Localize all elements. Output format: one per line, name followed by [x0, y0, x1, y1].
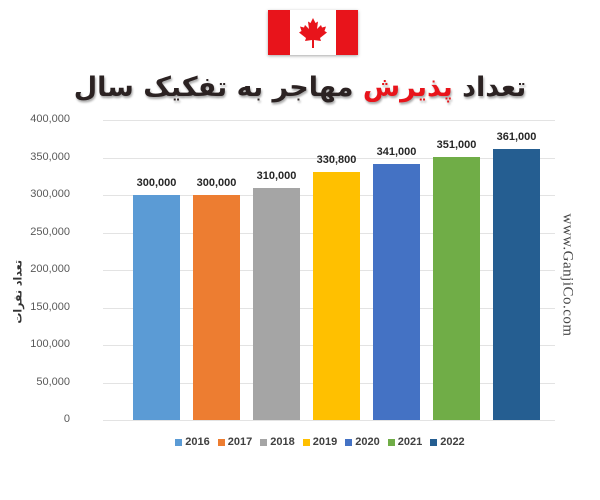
canada-flag: [268, 10, 358, 55]
bar-2021: [433, 156, 480, 420]
title-highlight: پذیرش: [362, 72, 453, 103]
legend-swatch: [345, 438, 353, 446]
legend-item-2022: 2022: [430, 436, 465, 448]
chart-legend: 2016 2017 2018 2019 2020 2021 2022: [0, 436, 600, 448]
y-axis-label: تعداد نفرات: [11, 260, 25, 324]
chart-title: تعداد پذیرش مهاجر به تفکیک سال: [0, 72, 600, 103]
flag-right-band: [336, 10, 358, 55]
flag-left-band: [268, 10, 290, 55]
legend-label: 2016: [185, 436, 210, 448]
bar-2016: [133, 195, 180, 420]
bar-2022: [493, 149, 540, 420]
bar-value-label: 330,800: [316, 153, 357, 166]
bar-2017: [193, 195, 240, 420]
flag-center: [290, 10, 336, 55]
bar-value-label: 351,000: [436, 138, 477, 151]
title-text-1: تعداد: [452, 72, 527, 103]
legend-item-2016: 2016: [175, 436, 210, 448]
legend-label: 2017: [227, 436, 253, 448]
bar-value-label: 341,000: [376, 146, 417, 159]
legend-label: 2019: [312, 436, 338, 448]
y-tick-label: 300,000: [30, 188, 70, 200]
bar-value-label: 300,000: [196, 177, 237, 189]
gridline: [103, 120, 555, 121]
y-tick-label: 250,000: [30, 225, 70, 238]
y-tick-label: 400,000: [30, 113, 70, 125]
legend-swatch: [260, 438, 268, 446]
y-tick-label: 200,000: [30, 263, 70, 275]
legend-label: 2021: [397, 436, 423, 448]
y-tick-label: 50,000: [36, 375, 70, 388]
legend-item-2019: 2019: [302, 436, 338, 448]
maple-leaf-icon: [299, 17, 327, 48]
bar-value-label: 310,000: [256, 169, 297, 182]
legend-swatch: [430, 438, 438, 446]
y-tick-label: 100,000: [30, 338, 70, 350]
legend-item-2017: 2017: [217, 436, 253, 448]
legend-item-2021: 2021: [387, 436, 423, 448]
legend-label: 2020: [355, 436, 380, 448]
legend-swatch: [302, 438, 310, 446]
y-tick-label: 0: [63, 413, 70, 425]
legend-item-2020: 2020: [345, 436, 380, 448]
watermark: www.GanjiCo.com: [559, 213, 576, 337]
bar-2018: [253, 187, 300, 420]
gridline: [103, 420, 555, 421]
bar-2020: [373, 164, 420, 420]
legend-label: 2022: [440, 436, 465, 448]
bar-value-label: 300,000: [136, 177, 177, 189]
legend-label: 2018: [270, 436, 295, 448]
legend-swatch: [387, 438, 395, 446]
title-text-2: مهاجر به تفکیک سال: [73, 72, 363, 103]
gridline: [103, 157, 555, 159]
legend-swatch: [175, 438, 183, 446]
bar-value-label: 361,000: [496, 131, 537, 144]
legend-swatch: [217, 438, 225, 446]
y-tick-label: 350,000: [30, 150, 70, 163]
legend-item-2018: 2018: [260, 436, 295, 448]
y-tick-label: 150,000: [30, 300, 70, 313]
bar-2019: [313, 171, 360, 420]
